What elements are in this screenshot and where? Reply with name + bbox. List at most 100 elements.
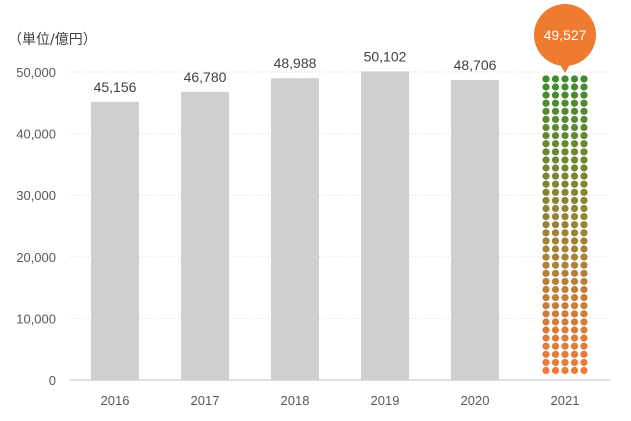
dot [580,123,588,132]
dot [570,172,579,180]
dot [561,326,569,334]
y-tick-label: 20,000 [16,250,56,265]
y-tick-label: 10,000 [16,311,56,326]
y-tick-label: 50,000 [16,65,56,80]
bar-2016 [91,101,139,380]
dot [570,294,579,302]
dot [570,326,579,334]
dot [580,99,588,107]
data-label-2020: 48,706 [454,57,497,73]
dot [551,366,560,375]
dot [580,204,588,213]
dot [580,148,588,156]
dot [561,285,569,294]
dot [551,91,560,99]
dot [542,302,550,310]
dot [551,196,560,205]
bars [91,71,499,381]
dot [580,213,588,221]
dot [570,310,579,318]
dot [580,115,588,124]
dot [542,213,550,221]
x-tick-label: 2020 [461,393,490,408]
dot [570,180,579,188]
dot [561,115,569,124]
dot [542,318,550,326]
dot [542,204,550,213]
dot [561,334,569,342]
dot [570,318,579,326]
dot [542,350,550,358]
dot [551,204,560,213]
dot [570,213,579,221]
dot [561,342,569,350]
dot [580,366,588,375]
dot [570,229,579,237]
dot [570,285,579,294]
dot [561,350,569,358]
dot [551,277,560,286]
dot [561,318,569,326]
dot [580,326,588,334]
dot [580,269,588,277]
dot [570,107,579,115]
dot [580,294,588,302]
dot [570,140,579,148]
dot [551,148,560,156]
dot [580,75,588,83]
dot [570,115,579,124]
bar-2018 [271,78,319,380]
dot [561,123,569,132]
bar-2017 [181,91,229,380]
x-tick-label: 2019 [371,393,400,408]
dot [542,253,550,261]
data-label-2017: 46,780 [184,69,227,85]
dot [561,204,569,213]
dot [542,164,550,172]
dot [551,99,560,107]
dot [561,310,569,318]
dot [561,156,569,164]
unit-label: （単位/億円） [8,32,97,48]
dot [570,277,579,286]
dot [551,285,560,294]
data-label-2016: 45,156 [94,79,137,95]
dot [580,156,588,164]
dot [561,229,569,237]
dot [542,148,550,156]
dot [551,237,560,245]
dot [561,180,569,188]
data-label-2018: 48,988 [274,55,317,71]
dot [551,164,560,172]
dot [542,156,550,164]
dot [561,253,569,261]
dot [542,99,550,107]
dot [542,188,550,196]
dot [580,180,588,188]
dot [561,261,569,269]
dot [542,75,550,83]
dot [561,277,569,286]
dot [542,180,550,188]
dot [551,310,560,318]
dot [570,148,579,156]
dot [542,261,550,269]
dot [542,196,550,205]
dot [561,196,569,205]
dot [551,253,560,261]
callout-bubble [534,4,596,66]
dot [570,237,579,245]
dot [542,358,550,367]
dot [561,237,569,245]
dot [580,342,588,350]
dot [580,261,588,269]
dot [542,107,550,115]
dot [570,342,579,350]
dot [551,350,560,358]
dot [561,140,569,148]
dot [542,334,550,342]
dot [561,91,569,99]
dot [570,261,579,269]
dot [580,318,588,326]
